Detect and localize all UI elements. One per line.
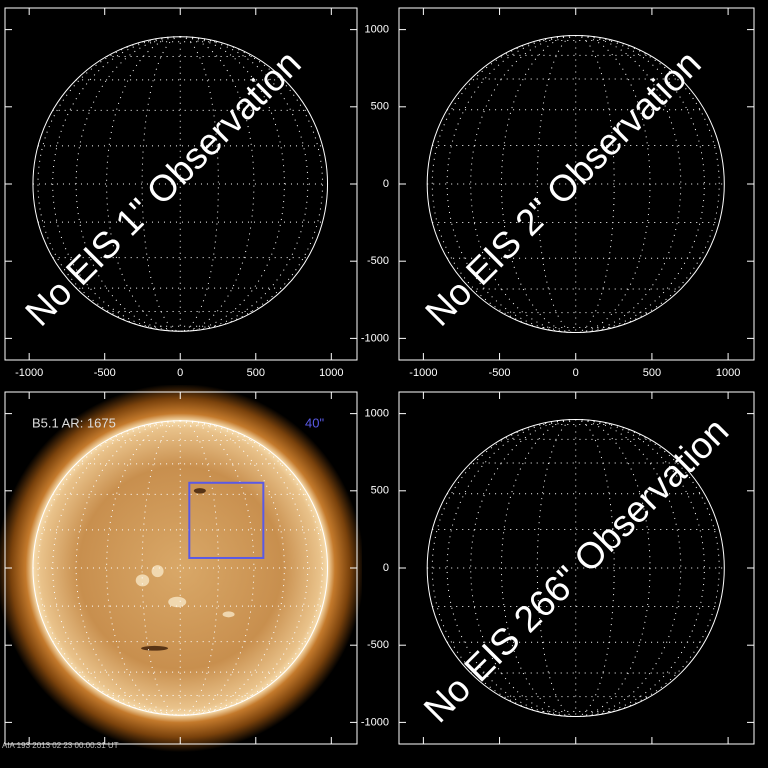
annotation: No EIS 1" Observation <box>17 42 308 333</box>
longitude <box>180 36 309 332</box>
x-tick-label: 500 <box>247 367 265 379</box>
annotation: No EIS 2" Observation <box>417 42 708 333</box>
feature <box>135 574 150 587</box>
footer: AIA 193 2013 02 23 00:00:31 UT <box>2 741 119 750</box>
y-tick-label: 0 <box>383 562 389 574</box>
x-tick-label: -1000 <box>409 367 437 379</box>
longitude <box>52 36 181 332</box>
panel: -1000 -500 0 500 1000 No EIS 266" Observation <box>361 391 755 745</box>
y-tick-label: 500 <box>371 485 389 497</box>
longitude <box>575 34 615 334</box>
longitude <box>536 418 576 718</box>
panel: -1000 -500 0 500 1000 -1000 -500 0 500 1000 No EIS… <box>361 7 755 379</box>
y-tick-label: -1000 <box>361 332 389 344</box>
feature <box>193 488 206 494</box>
corona <box>0 385 362 753</box>
longitude <box>75 420 181 716</box>
longitude <box>52 420 181 716</box>
region-label: B5.1 AR: 1675 <box>32 415 116 430</box>
feature <box>222 611 235 618</box>
x-tick-label: -1000 <box>15 367 43 379</box>
longitude <box>180 36 285 332</box>
longitude <box>75 36 181 332</box>
x-tick-label: 1000 <box>716 367 740 379</box>
fov-label: 40" <box>305 415 324 430</box>
x-tick-label: 0 <box>573 367 579 379</box>
x-tick-label: 1000 <box>319 367 343 379</box>
x-tick-label: 0 <box>177 367 183 379</box>
feature <box>151 565 164 578</box>
panel: -1000 -500 0 500 1000 No EIS 1" Observation <box>4 7 358 379</box>
x-tick-label: -500 <box>489 367 511 379</box>
x-tick-label: -500 <box>94 367 116 379</box>
sun-image <box>0 385 362 753</box>
y-tick-label: 0 <box>383 178 389 190</box>
y-tick-label: -500 <box>367 639 389 651</box>
y-tick-label: 1000 <box>365 408 389 420</box>
x-tick-label: 500 <box>643 367 661 379</box>
y-tick-label: -500 <box>367 255 389 267</box>
panel: B5.1 AR: 1675 40" AIA 193 2013 02 23 00:00… <box>0 385 362 753</box>
annotation: No EIS 266" Observation <box>416 410 736 730</box>
fov-box <box>188 481 265 559</box>
longitude <box>180 420 285 716</box>
y-tick-label: 1000 <box>365 24 389 36</box>
y-tick-label: -1000 <box>361 716 389 728</box>
feature <box>168 596 187 608</box>
feature <box>141 645 169 651</box>
y-tick-label: 500 <box>371 101 389 113</box>
longitude <box>536 34 576 334</box>
longitude <box>180 420 309 716</box>
longitude <box>575 418 615 718</box>
